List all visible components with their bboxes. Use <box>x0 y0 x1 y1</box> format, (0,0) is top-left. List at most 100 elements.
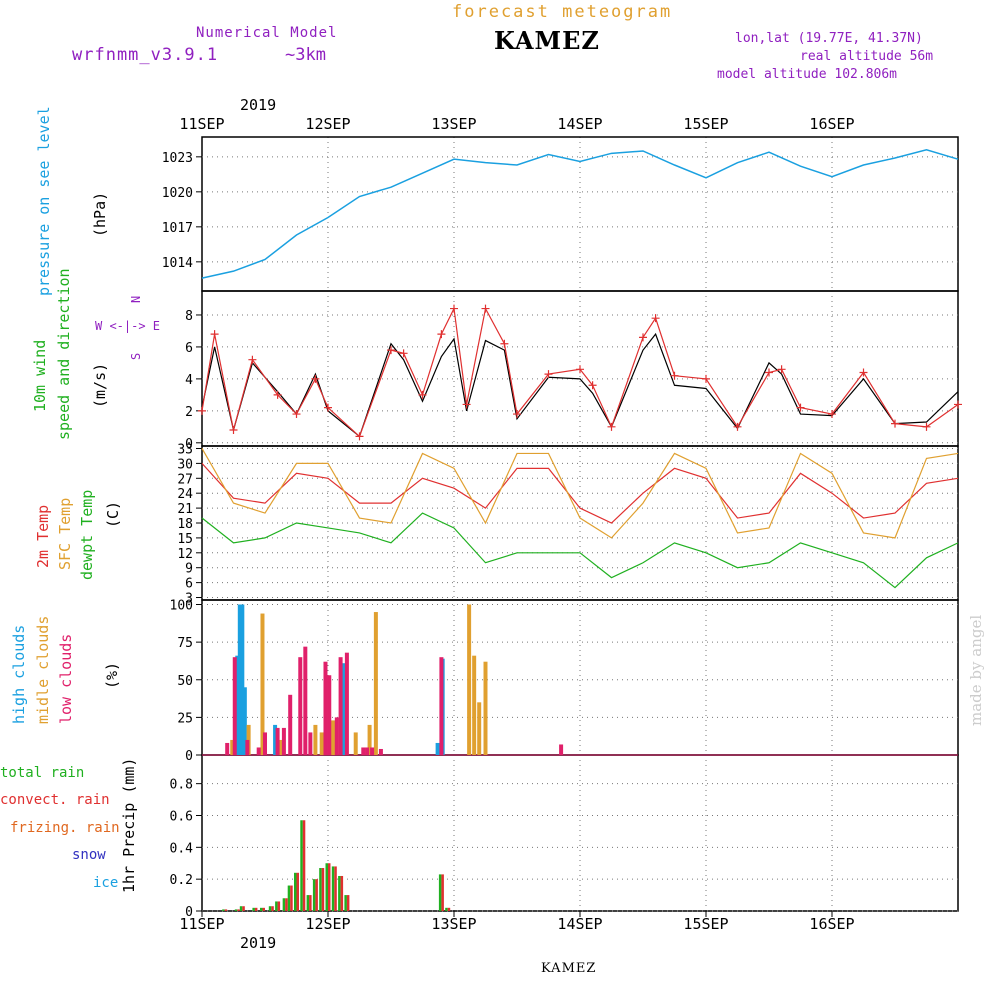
y-tick-label: 0.8 <box>170 778 193 793</box>
cloud-low-bar <box>370 747 375 755</box>
y-tick-label: 27 <box>177 472 193 487</box>
y-tick-label: 50 <box>177 674 193 689</box>
wind-gust-marker <box>670 371 679 380</box>
rain-total-bar <box>306 895 310 911</box>
meteogram-subtitle: forecast meteogram <box>452 2 673 22</box>
y-tick-label: 0 <box>185 437 193 452</box>
pressure-line <box>201 149 959 279</box>
y-tick-label: 18 <box>177 517 193 532</box>
wind-gust-marker <box>198 406 206 415</box>
wind-gust-marker <box>311 374 320 383</box>
cloud-low-bar <box>275 727 280 755</box>
y-tick-label: 3 <box>185 592 193 607</box>
cloud-mid-bar <box>230 739 235 755</box>
model-altitude: model altitude 102.806m <box>717 67 898 82</box>
wind-gust-marker <box>513 410 521 419</box>
cloud-low-bar <box>378 748 383 755</box>
wind-gust-marker <box>733 422 742 431</box>
wind-gust-marker <box>324 403 332 412</box>
wind-speed-line <box>201 332 959 438</box>
wind-gust-marker <box>576 365 584 374</box>
cloud-low-bar <box>225 742 230 755</box>
rain-total-bar <box>252 907 255 911</box>
rain-convect-bar <box>447 907 451 911</box>
cloud-high-bar <box>237 604 242 755</box>
y-tick-label: 1014 <box>162 256 193 271</box>
y-tick-label: 21 <box>177 502 193 517</box>
cloud-low-bar <box>327 675 332 755</box>
cloud-low-bar <box>559 744 564 755</box>
rain-total-bar <box>287 885 291 911</box>
cloud-low-bar <box>439 657 444 755</box>
date-label-bottom: 13SEP <box>431 915 476 933</box>
wind-gust-marker <box>651 314 660 323</box>
rain-convect-bar <box>271 906 274 911</box>
date-label-top: 15SEP <box>683 115 728 133</box>
cloud-mid-bar <box>313 724 318 755</box>
wind-gust-marker <box>462 400 471 409</box>
rain-total-bar <box>319 868 322 911</box>
rain-convect-bar <box>321 868 325 911</box>
y-tick-label: 0 <box>185 905 193 920</box>
rain-total-bar <box>344 895 347 911</box>
rain-convect-bar <box>296 872 299 911</box>
cloud-high-bar <box>242 687 247 755</box>
cloud-low-bar <box>245 739 250 755</box>
wind-gust-marker <box>796 403 805 412</box>
wind-gust-marker <box>765 368 773 377</box>
rain-total-bar <box>438 874 442 911</box>
cloud-mid-bar <box>467 604 472 755</box>
cloud-mid-bar <box>472 655 477 755</box>
wind-gust-marker <box>828 410 836 419</box>
cloud-low-bar <box>338 657 343 755</box>
rain-total-bar <box>222 909 225 911</box>
wind-gust-marker <box>481 304 490 313</box>
wind-gust-marker <box>229 426 238 435</box>
cloud-low-bar <box>288 694 293 755</box>
cloud-high-bar <box>235 655 240 755</box>
rain-total-bar <box>331 866 335 911</box>
cloud-mid-bar <box>278 739 283 755</box>
wind-gust-marker <box>273 390 282 399</box>
wind-gust-marker <box>922 422 931 431</box>
y-tick-label: 6 <box>185 577 193 592</box>
wind-gust-marker <box>544 370 553 379</box>
model-name: wrfnmm_v3.9.1 <box>72 45 219 65</box>
rain-total-bar <box>312 879 316 911</box>
wind-gust-marker <box>500 339 509 348</box>
y-tick-label: 2 <box>185 405 193 420</box>
wind-gust-marker <box>954 400 962 409</box>
rain-convect-bar <box>262 907 265 911</box>
cloud-low-bar <box>334 717 339 755</box>
date-label-bottom: 11SEP <box>179 915 224 933</box>
y-tick-label: 100 <box>170 599 193 614</box>
temp-dewpt-line <box>201 512 959 589</box>
snow-label: snow <box>72 847 106 863</box>
wind-gust-marker <box>607 422 616 431</box>
y-tick-label: 8 <box>185 309 193 324</box>
wind-gust-marker <box>248 355 257 364</box>
rain-total-label: total rain <box>0 765 85 781</box>
y-tick-label: 0.6 <box>170 809 193 824</box>
rain-convect-bar <box>309 895 312 911</box>
rain-total-bar <box>268 906 272 911</box>
rain-convect-bar <box>340 875 344 911</box>
rain-convect-bar <box>328 863 331 911</box>
y-tick-label: 12 <box>177 547 193 562</box>
y-tick-label: 1023 <box>162 151 193 166</box>
rain-convect-bar <box>346 895 350 911</box>
y-tick-label: 0.2 <box>170 873 193 888</box>
cloud-low-bar <box>256 747 261 755</box>
cloud-mid-bar <box>477 702 482 755</box>
wind-gust-marker <box>588 381 597 390</box>
rain-convect-bar <box>254 907 258 911</box>
y-tick-label: 24 <box>177 487 193 502</box>
cloud-high-bar <box>435 742 440 755</box>
cloud-low-bar <box>344 652 349 755</box>
wind-gust-marker <box>702 374 710 383</box>
year-label-bottom: 2019 <box>240 934 277 952</box>
rain-total-bar <box>259 907 263 911</box>
cloud-mid-bar <box>373 612 378 755</box>
cloud-low-bar <box>365 747 370 755</box>
